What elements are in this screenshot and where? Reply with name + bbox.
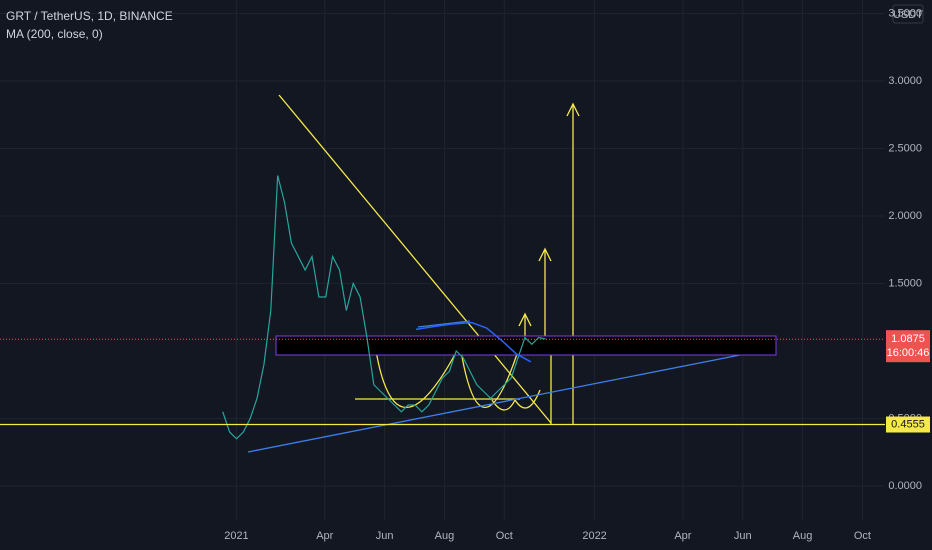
x-tick-label: Apr <box>316 530 333 542</box>
indicator-label: MA (200, close, 0) <box>6 27 103 41</box>
price-line <box>415 321 532 363</box>
x-tick-label: Aug <box>435 530 455 542</box>
y-tick-label: 0.0000 <box>888 480 922 492</box>
y-tick-label: 2.5000 <box>888 142 922 154</box>
x-tick-label: 2022 <box>582 530 606 542</box>
price-line <box>222 175 546 440</box>
x-tick-label: Apr <box>674 530 691 542</box>
x-tick-label: Jun <box>376 530 394 542</box>
countdown: 16:00:46 <box>887 347 930 359</box>
x-tick-label: Jun <box>734 530 752 542</box>
y-tick-label: 3.5000 <box>888 7 922 19</box>
zone <box>275 335 777 356</box>
price-label: 1.0875 <box>891 333 925 345</box>
chart-title: GRT / TetherUS, 1D, BINANCE <box>6 9 173 23</box>
y-tick-label: 1.5000 <box>888 277 922 289</box>
price-label-box <box>886 330 930 363</box>
x-tick-label: Oct <box>854 530 871 542</box>
currency[interactable]: USDT <box>893 9 923 21</box>
x-tick-label: Oct <box>496 530 513 542</box>
y-tick-label: 2.0000 <box>888 210 922 222</box>
level-label: 0.4555 <box>891 418 925 430</box>
level-label-box <box>886 416 930 433</box>
currency-box[interactable] <box>892 4 924 24</box>
x-tick-label: Aug <box>793 530 813 542</box>
trend-line <box>417 320 471 328</box>
trend-line <box>247 354 741 453</box>
x-tick-label: 2021 <box>224 530 248 542</box>
y-tick-label: 3.0000 <box>888 75 922 87</box>
